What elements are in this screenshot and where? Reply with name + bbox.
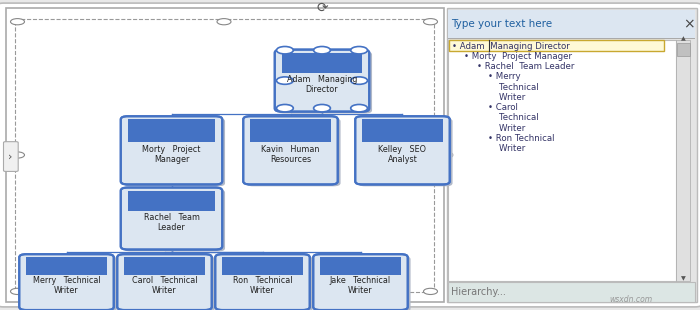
Text: Adam   Managing
Director: Adam Managing Director [287, 75, 357, 94]
Bar [223, 257, 302, 275]
Text: Writer: Writer [488, 144, 525, 153]
Bar [6, 8, 444, 302]
Text: • Morty  Project Manager: • Morty Project Manager [464, 52, 572, 61]
Circle shape [217, 288, 231, 294]
Bar [448, 10, 695, 39]
FancyBboxPatch shape [120, 188, 223, 250]
Bar [448, 282, 695, 302]
Bar [127, 119, 216, 142]
FancyBboxPatch shape [246, 118, 341, 186]
Bar [448, 40, 676, 281]
Text: ▲: ▲ [681, 36, 685, 41]
Text: • Adam  Managing Director: • Adam Managing Director [452, 42, 569, 51]
Text: ×: × [683, 17, 694, 32]
Circle shape [314, 46, 330, 54]
Text: Technical: Technical [488, 82, 538, 92]
FancyBboxPatch shape [277, 51, 372, 113]
Text: • Carol: • Carol [488, 103, 518, 112]
Circle shape [424, 19, 438, 25]
FancyBboxPatch shape [22, 256, 116, 310]
Circle shape [314, 104, 330, 112]
Text: Merry   Technical
Writer: Merry Technical Writer [33, 276, 100, 295]
FancyBboxPatch shape [244, 116, 337, 184]
Circle shape [435, 151, 453, 159]
Bar [363, 119, 442, 142]
Bar [125, 257, 204, 275]
Bar [447, 8, 696, 302]
Text: • Rachel  Team Leader: • Rachel Team Leader [477, 62, 574, 71]
FancyBboxPatch shape [355, 116, 449, 184]
Text: Hierarchy...: Hierarchy... [452, 287, 506, 297]
FancyBboxPatch shape [123, 189, 225, 251]
FancyBboxPatch shape [4, 142, 18, 171]
Text: • Ron Technical: • Ron Technical [488, 134, 554, 143]
Text: ⟳: ⟳ [316, 1, 328, 15]
Circle shape [10, 19, 25, 25]
FancyBboxPatch shape [123, 118, 225, 186]
Circle shape [351, 46, 368, 54]
Circle shape [276, 77, 293, 84]
Circle shape [351, 104, 368, 112]
Text: Technical: Technical [488, 113, 538, 122]
FancyBboxPatch shape [120, 256, 214, 310]
FancyBboxPatch shape [120, 116, 223, 184]
Circle shape [424, 152, 438, 158]
Text: Kavin   Human
Resources: Kavin Human Resources [261, 145, 320, 164]
Circle shape [424, 288, 438, 294]
Circle shape [276, 46, 293, 54]
Bar [281, 53, 363, 73]
Text: Writer: Writer [488, 93, 525, 102]
Bar [321, 257, 400, 275]
Circle shape [351, 77, 368, 84]
Text: ›: › [8, 152, 13, 162]
Circle shape [217, 19, 231, 25]
Bar [251, 119, 330, 142]
Text: Morty   Project
Manager: Morty Project Manager [142, 145, 201, 164]
Bar [449, 40, 664, 51]
FancyBboxPatch shape [274, 50, 370, 112]
Bar [27, 257, 106, 275]
Bar [127, 191, 216, 211]
FancyBboxPatch shape [358, 118, 452, 186]
Text: ▼: ▼ [681, 277, 685, 281]
Circle shape [10, 152, 25, 158]
FancyBboxPatch shape [218, 256, 312, 310]
Text: Rachel   Team
Leader: Rachel Team Leader [144, 213, 200, 232]
FancyBboxPatch shape [316, 256, 410, 310]
Text: Kelley   SEO
Analyst: Kelley SEO Analyst [379, 145, 426, 164]
FancyBboxPatch shape [0, 3, 700, 307]
Bar [15, 19, 434, 292]
FancyBboxPatch shape [314, 254, 407, 310]
Bar [448, 38, 695, 39]
FancyBboxPatch shape [19, 254, 113, 310]
Text: Writer: Writer [488, 123, 525, 133]
Text: Type your text here: Type your text here [452, 20, 552, 29]
Text: Ron   Technical
Writer: Ron Technical Writer [232, 276, 293, 295]
Bar [677, 43, 690, 56]
FancyBboxPatch shape [117, 254, 211, 310]
Bar [676, 40, 690, 281]
FancyBboxPatch shape [216, 254, 309, 310]
Text: wsxdn.com: wsxdn.com [609, 295, 652, 304]
Text: Jake   Technical
Writer: Jake Technical Writer [330, 276, 391, 295]
Circle shape [10, 288, 25, 294]
Text: • Merry: • Merry [488, 72, 521, 82]
Circle shape [276, 104, 293, 112]
Text: Carol   Technical
Writer: Carol Technical Writer [132, 276, 197, 295]
